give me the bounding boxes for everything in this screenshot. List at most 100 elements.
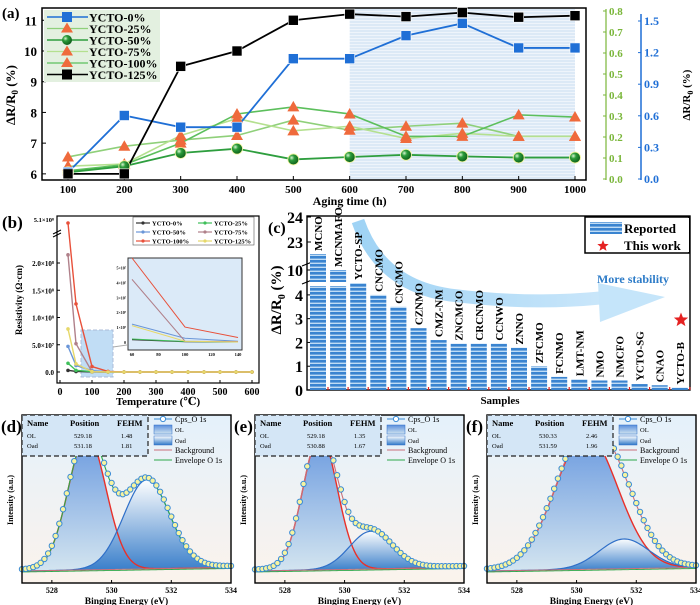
y-tick-label: 1 [295,359,303,376]
marker-YCTO-0% [231,121,243,133]
subscript: 0 [686,91,695,95]
marker-YCTO-25% [456,117,469,128]
marker-YCTO-125% [154,370,158,374]
y-tick-label: 0 [295,383,303,400]
marker-YCTO-0% [513,42,524,54]
data-point [164,504,171,512]
y-tick-label: 5.0×10⁷ [32,342,54,350]
marker-YCTO-25% [287,114,300,125]
legend-label: YCTO-125% [214,239,251,246]
bar-label: ZNNO [514,312,526,344]
y-axis-label: Intensity (a.u.) [239,475,248,525]
marker-YCTO-50% [569,151,581,164]
bar-CMZ-NM [430,340,447,390]
inset-y-tick-label: 2×10⁷ [117,310,127,315]
data-point [651,537,659,545]
data-point [389,542,397,549]
marker-YCTO-50% [343,151,356,163]
marker-YCTO-125% [250,370,254,374]
x-axis-label: Samples [480,395,520,407]
panel-e: (e) 528 530 532 534 Binging Energy (eV) Intens… [234,414,470,605]
x-tick-label: 530 [106,586,118,595]
inset-line-YCTO-125% [131,325,239,343]
data-point [63,490,70,497]
marker-YCTO-25% [66,361,70,366]
ol-peak-area [487,434,696,571]
marker-YCTO-100% [66,221,70,225]
table-header: FEHM [582,418,608,428]
marker-YCTO-50% [174,147,187,159]
legend-marker [62,12,72,22]
x-tick-label: 528 [279,586,291,595]
data-point [67,473,74,481]
legend-label: Cps_O 1s [640,415,671,424]
legend-label: Oad [640,438,652,445]
x-tick-label: 400 [181,387,196,398]
data-point [524,542,532,549]
data-point [292,515,300,522]
panel-a: (a) 6 7 8 9 10 11 100 200 300 400 500 600 700 800 900 10… [2,6,695,208]
y-tick-label: 23 [287,235,303,252]
data-point [644,524,651,532]
x-tick-label: 900 [510,184,527,196]
this-work-star [673,312,689,327]
data-point [550,485,558,492]
data-point [289,529,296,536]
marker-YCTO-100% [287,100,300,112]
marker-YCTO-50% [456,150,469,163]
bar-label: MCNO [313,216,325,251]
data-point [345,508,352,515]
background-line [486,567,697,572]
data-point [108,479,115,487]
data-point [348,515,356,522]
x-axis-label: Aging time (h) [313,194,387,208]
background-line [21,567,232,572]
data-point [153,482,160,489]
bar-label: YCTO-B [675,341,687,384]
x-tick-label: 200 [116,184,133,196]
y-tick-label: 5.1×10⁸ [34,217,54,224]
marker-YCTO-125% [66,327,70,331]
data-point [341,498,348,506]
green-tick-label: 0.5 [609,69,623,81]
bar-label: CNCMO [373,249,385,292]
legend-marker [203,221,207,225]
x-tick-label: 530 [339,586,351,595]
table-cell: 1.67 [354,443,366,450]
panel-f: (f) 528 530 532 534 Binging Energy (eV) Intens… [466,414,700,605]
data-point [160,496,168,503]
data-point [274,559,281,567]
marker-YCTO-0% [288,53,299,64]
x-tick-label: 300 [172,184,189,196]
table-header: Position [535,418,565,428]
unit: (%) [269,266,285,295]
stability-arrowhead [598,283,665,322]
data-point [285,540,292,548]
bar-YCTO-SG [631,384,648,390]
data-point [56,520,63,527]
subscript: 0 [10,89,20,94]
subscript: 0 [277,294,288,299]
green-tick-label: 0.2 [609,132,623,144]
data-point [171,521,179,529]
y-tick-label: 2 [295,335,303,352]
inset-x-tick-label: 140 [235,352,243,357]
bar-label: ZNCMCO [454,290,466,341]
bar-label: CRCNMO [474,289,486,340]
y-tick-label: 8 [31,105,38,120]
bar-label: NMCFO [615,335,627,377]
table-cell: 1.81 [121,443,132,450]
marker-YCTO-125% [90,369,94,374]
data-point [655,542,662,550]
table-cell: 1.48 [121,433,132,440]
x-tick-label: 200 [117,387,132,398]
data-point [532,529,539,537]
bar-CZNMO [410,328,427,390]
inset-x-tick-label: 100 [182,352,190,357]
plot-frame [56,215,260,384]
y-tick-label: 0.0 [45,369,54,377]
marker-YCTO-125% [569,10,581,21]
legend-swatch [386,424,406,435]
table-cell: Oad [260,443,272,450]
data-point [175,529,182,537]
